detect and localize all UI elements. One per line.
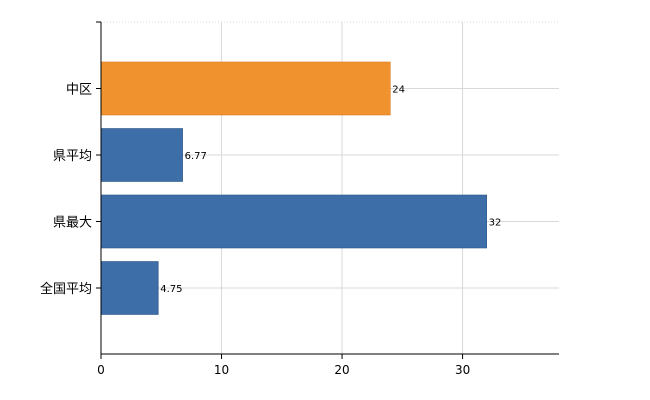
category-label: 県平均 [53,149,92,164]
x-tick-label: 30 [455,363,470,377]
axes [100,22,559,355]
x-tick-label: 10 [214,363,229,377]
data-label: 4.75 [160,284,182,295]
data-label: 6.77 [185,151,207,162]
bars [100,61,487,315]
bar-1 [100,61,391,116]
category-label: 県最大 [53,216,92,231]
category-label: 全国平均 [40,281,92,297]
category-label: 中区 [66,83,92,98]
bar-2 [100,128,183,182]
data-label: 24 [392,85,405,96]
x-tick-label: 20 [334,363,349,377]
data-label: 32 [489,218,502,229]
bar-4 [100,261,159,315]
bar-3 [100,194,487,249]
x-tick-label: 0 [97,363,105,377]
